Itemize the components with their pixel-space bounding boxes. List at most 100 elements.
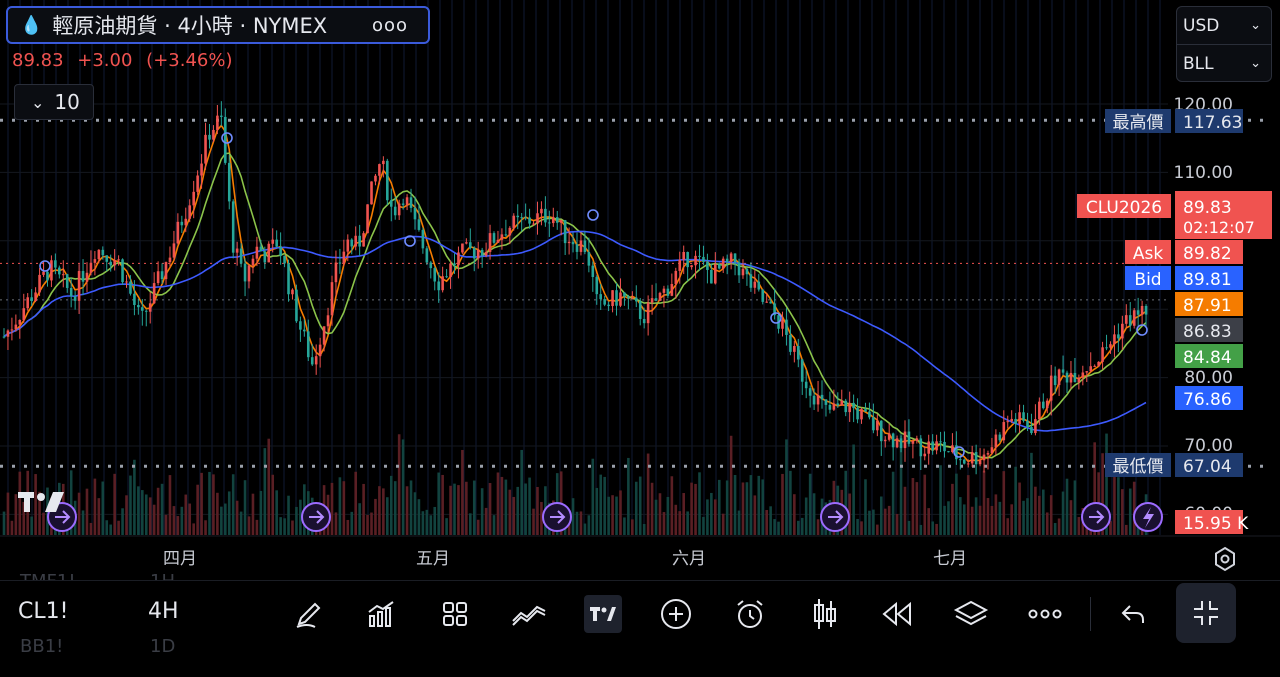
candle [947,451,950,453]
candle [749,274,753,288]
volume-bar [386,497,389,535]
volume-bar [947,501,950,535]
volume-bar [1101,453,1104,535]
candle [959,459,962,461]
candle [208,134,211,140]
unit-select[interactable]: BLL ⌄ [1177,45,1271,82]
candle [504,234,508,236]
more-options-icon[interactable]: ooo [371,14,408,36]
candle [781,319,784,329]
candle [374,175,377,182]
volume-bar [678,511,682,535]
volume-bar [271,474,275,535]
candle [378,164,381,176]
volume-bar [283,518,286,535]
volume-bar [800,517,804,535]
compare-lines-icon[interactable] [510,595,548,633]
volume-bar [872,509,875,535]
candle [397,203,401,216]
candle [603,299,606,305]
volume-bar [342,481,346,535]
volume-bar [141,490,144,535]
candle [101,249,105,256]
tradingview-logo-icon[interactable] [584,595,622,633]
candle [89,262,93,273]
volume-bar [512,496,516,535]
candle [714,264,717,284]
candle [113,260,116,266]
candlestick-icon[interactable] [806,595,844,633]
symbol-selector[interactable]: 💧 輕原油期貨 · 4小時 · NYMEX ooo [6,6,430,44]
candle [413,207,417,220]
currency-select[interactable]: USD ⌄ [1177,7,1271,45]
candle [1053,375,1057,386]
ghost-symbol-bottom: BB1! [20,636,64,657]
layout-grid-icon[interactable] [436,595,474,633]
volume-bar [1045,512,1049,535]
candle [299,321,302,330]
pivot-marker [39,260,51,272]
candle [69,287,73,297]
candle [287,263,290,295]
volume-bar [235,500,239,535]
candle [1069,372,1073,383]
candle [469,242,472,249]
drawing-pen-icon[interactable] [290,595,328,633]
volume-bar [816,519,820,535]
layers-icon[interactable] [952,595,990,633]
candle [638,301,642,319]
candle [634,297,638,302]
volume-bar [887,505,891,535]
interval-button[interactable]: 4H [148,599,179,624]
chart-settings-icon[interactable] [1212,546,1238,572]
volume-bar [492,515,496,535]
ma-medium-line [3,152,1147,459]
volume-bar [184,494,188,535]
candle [575,244,579,252]
volume-bar [571,498,575,535]
volume-bar [757,475,761,535]
volume-bar [745,482,749,535]
volume-bar [978,505,982,535]
volume-bar [879,496,883,535]
add-circle-icon[interactable] [657,595,695,633]
candle [927,441,931,454]
candle [710,269,713,284]
more-dots-icon[interactable] [1026,595,1064,633]
candle [223,116,227,163]
candle [698,255,701,257]
candle [168,257,172,263]
candle [800,359,804,382]
volume-bar [208,471,211,535]
indicators-icon[interactable] [362,595,400,633]
candle [192,191,195,206]
exit-fullscreen-icon[interactable] [1176,583,1236,643]
pivot-marker [221,132,233,144]
candle [386,160,389,201]
volume-bar [532,508,535,535]
replay-icon[interactable] [878,595,916,633]
volume-bar [1132,481,1136,535]
candle [891,433,895,448]
alarm-clock-icon[interactable] [731,595,769,633]
candle [429,262,433,269]
candle [970,452,974,464]
volume-bar [631,519,634,535]
symbol-button[interactable]: CL1! [18,599,69,624]
indicator-collapse-button[interactable]: ⌄ 10 [14,84,94,120]
volume-bar [212,474,215,535]
candle [642,318,646,324]
candle [662,288,666,293]
volume-bar [133,459,136,535]
volume-bar [895,513,899,535]
volume-bar [378,486,381,535]
candle [911,440,915,444]
candle [694,255,697,266]
candle [1113,334,1116,345]
volume-bar [919,524,923,535]
quote-line: 89.83 +3.00 (+3.46%) [12,50,240,71]
volume-bar [113,473,116,535]
candle [117,259,120,261]
undo-icon[interactable] [1114,595,1152,633]
